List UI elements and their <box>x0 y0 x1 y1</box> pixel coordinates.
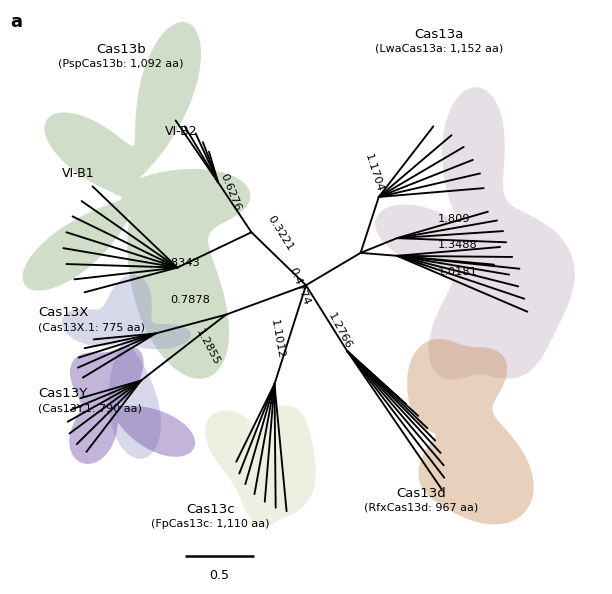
Text: VI-B1: VI-B1 <box>62 167 95 180</box>
Text: (LwaCas13a: 1,152 aa): (LwaCas13a: 1,152 aa) <box>375 44 504 54</box>
Polygon shape <box>69 346 195 464</box>
Text: (RfxCas13d: 967 aa): (RfxCas13d: 967 aa) <box>364 503 479 513</box>
Text: a: a <box>10 14 22 31</box>
Text: 1.809: 1.809 <box>438 214 471 225</box>
Text: 1.2766: 1.2766 <box>326 311 353 351</box>
Text: Cas13b: Cas13b <box>96 43 146 56</box>
Text: (Cas13X.1: 775 aa): (Cas13X.1: 775 aa) <box>38 323 145 332</box>
Polygon shape <box>62 274 191 459</box>
Text: (PspCas13b: 1,092 aa): (PspCas13b: 1,092 aa) <box>58 59 184 69</box>
Text: (FpCas13c: 1,110 aa): (FpCas13c: 1,110 aa) <box>151 519 269 529</box>
Text: 1.1704: 1.1704 <box>363 153 385 194</box>
Text: Cas13c: Cas13c <box>186 503 234 516</box>
Text: 1.3488: 1.3488 <box>438 240 478 250</box>
Text: 1.2855: 1.2855 <box>194 327 222 367</box>
Text: 1.0181: 1.0181 <box>438 267 478 277</box>
Text: Cas13Y: Cas13Y <box>38 387 87 400</box>
Text: 1.1012: 1.1012 <box>269 319 285 360</box>
Text: VI-B2: VI-B2 <box>165 125 198 138</box>
Text: Cas13a: Cas13a <box>415 28 464 41</box>
Text: 0.7878: 0.7878 <box>170 295 210 305</box>
Text: Cas13X: Cas13X <box>38 307 88 320</box>
Polygon shape <box>205 405 316 527</box>
Text: Cas13d: Cas13d <box>397 487 446 500</box>
Text: (Cas13Y.1: 790 aa): (Cas13Y.1: 790 aa) <box>38 403 142 413</box>
Text: 0.6276: 0.6276 <box>218 172 242 213</box>
Text: 0.3221: 0.3221 <box>266 214 295 253</box>
Text: 0.8343: 0.8343 <box>160 258 200 268</box>
Polygon shape <box>23 22 250 379</box>
Polygon shape <box>375 87 575 380</box>
Text: 0.4774: 0.4774 <box>288 266 312 307</box>
Polygon shape <box>407 339 534 525</box>
Text: 0.5: 0.5 <box>209 569 230 582</box>
